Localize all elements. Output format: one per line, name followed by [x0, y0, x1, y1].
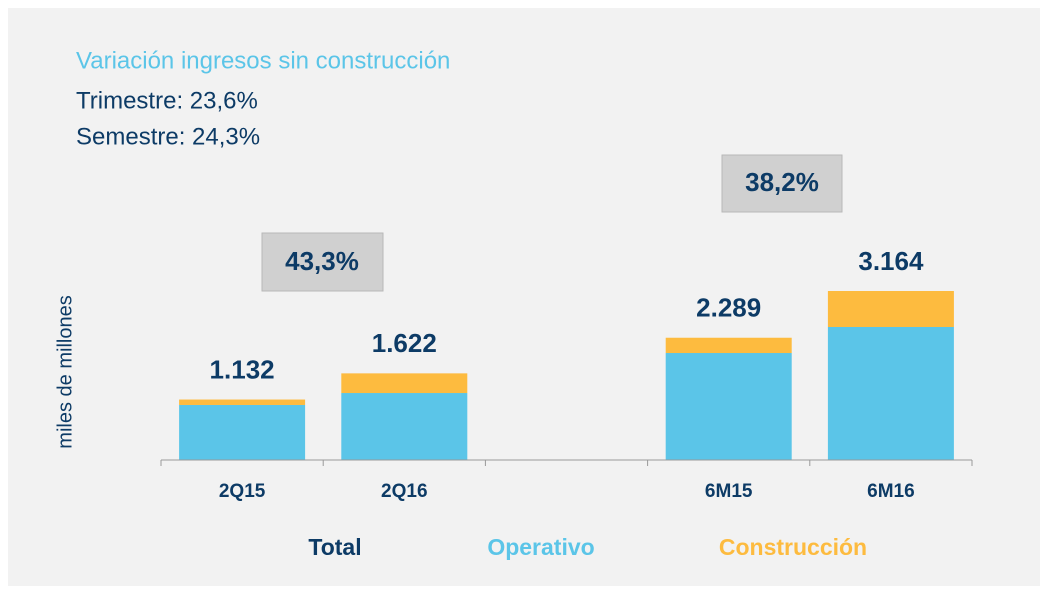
annotation: 38,2% [745, 167, 819, 197]
y-axis-label: miles de millones [54, 295, 76, 448]
bar-segment [341, 373, 468, 394]
subtitle: Variación ingresos sin construcción [76, 47, 450, 74]
x-tick-label: 6M15 [705, 481, 753, 502]
bar-segment [179, 399, 306, 405]
bar-segment [665, 353, 792, 460]
bar-segment [665, 337, 792, 354]
legend-label: Operativo [487, 534, 594, 560]
x-tick-label: 6M16 [867, 481, 915, 502]
bar-segment [827, 327, 954, 460]
subtitle: Semestre: 24,3% [76, 123, 260, 150]
bar-segment [827, 291, 954, 328]
x-tick-label: 2Q16 [381, 481, 427, 502]
total-label: 2.289 [696, 293, 761, 323]
x-tick-label: 2Q15 [219, 481, 266, 502]
legend-label: Construcción [719, 534, 867, 560]
annotation-box [721, 154, 843, 213]
subtitle: Trimestre: 23,6% [76, 87, 258, 114]
bar-segment [341, 393, 468, 460]
total-label: 1.132 [210, 354, 275, 384]
total-label: 1.622 [372, 328, 437, 358]
annotation-box [261, 232, 384, 292]
bar-segment [179, 404, 306, 460]
total-label: 3.164 [858, 246, 924, 276]
annotation: 43,3% [285, 246, 359, 276]
legend-label: Total [308, 534, 361, 560]
